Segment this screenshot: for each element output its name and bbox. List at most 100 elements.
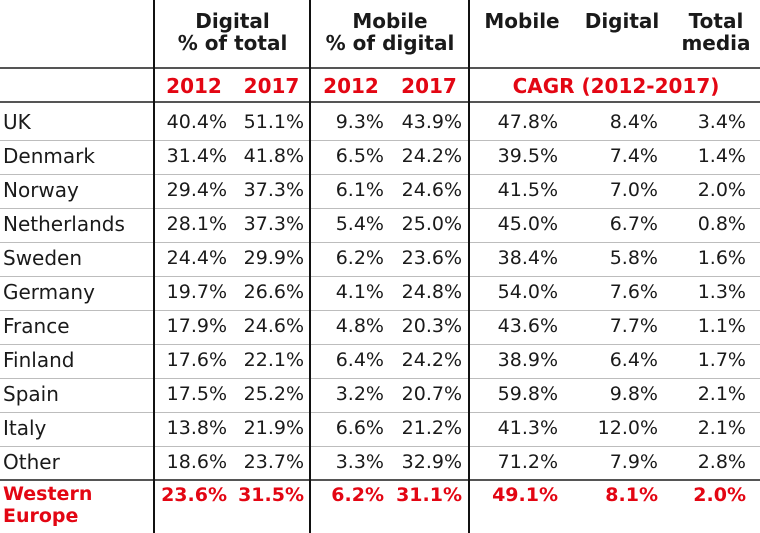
header-digital-pct-total: Digital % of total <box>155 10 310 54</box>
subheader-2012-mobile: 2012 <box>323 74 379 98</box>
table-cell: 4.8% <box>335 315 384 337</box>
table-cell: 21.2% <box>401 417 462 439</box>
table-cell: 24.6% <box>243 315 304 337</box>
table-cell: 31.4% <box>166 145 227 167</box>
table-cell: 24.4% <box>166 247 227 269</box>
header-cagr-total-media: Total media <box>672 10 760 54</box>
header-mobile-pct-digital: Mobile % of digital <box>312 10 468 54</box>
table-cell: 2.0% <box>697 179 746 201</box>
table-cell: 37.3% <box>243 179 304 201</box>
table-cell: 47.8% <box>497 111 558 133</box>
row-divider <box>0 242 760 243</box>
header-cagr-mobile: Mobile <box>472 10 572 32</box>
table-cell: 2.1% <box>697 383 746 405</box>
table-cell: 41.3% <box>497 417 558 439</box>
table-cell: 24.6% <box>401 179 462 201</box>
table-cell: 1.7% <box>697 349 746 371</box>
table-cell: 4.1% <box>335 281 384 303</box>
table-cell: 51.1% <box>243 111 304 133</box>
total-label-line2: Europe <box>3 505 79 527</box>
table-cell: 41.5% <box>497 179 558 201</box>
header-total-line1: Total <box>688 9 744 33</box>
table-cell: 19.7% <box>166 281 227 303</box>
table-cell: 71.2% <box>497 451 558 473</box>
subheader-2012-digital: 2012 <box>166 74 222 98</box>
row-label: Netherlands <box>3 212 125 236</box>
header-total-line2: media <box>681 31 751 55</box>
table-cell: 13.8% <box>166 417 227 439</box>
table-cell: 9.8% <box>609 383 658 405</box>
table-cell: 29.4% <box>166 179 227 201</box>
table-cell: 6.4% <box>335 349 384 371</box>
table-cell: 32.9% <box>401 451 462 473</box>
row-divider <box>0 276 760 277</box>
table-cell: 9.3% <box>335 111 384 133</box>
header-cagr-mobile-line1: Mobile <box>484 9 560 33</box>
row-label: UK <box>3 110 31 134</box>
row-label: Spain <box>3 382 59 406</box>
row-divider <box>0 140 760 141</box>
header-digital-line1: Digital <box>195 9 270 33</box>
row-divider <box>0 378 760 379</box>
table-cell: 17.6% <box>166 349 227 371</box>
table-cell: 3.2% <box>335 383 384 405</box>
row-divider <box>0 174 760 175</box>
table-cell: 8.4% <box>609 111 658 133</box>
table-cell: 41.8% <box>243 145 304 167</box>
row-label: Italy <box>3 416 47 440</box>
table-cell: 40.4% <box>166 111 227 133</box>
table-cell: 17.5% <box>166 383 227 405</box>
table-cell: 20.7% <box>401 383 462 405</box>
table-cell: 24.8% <box>401 281 462 303</box>
table-cell: 2.1% <box>697 417 746 439</box>
header-digital-line2: % of total <box>177 31 288 55</box>
table-cell: 24.2% <box>401 145 462 167</box>
table-cell: 23.7% <box>243 451 304 473</box>
table-cell: 54.0% <box>497 281 558 303</box>
table-cell: 18.6% <box>166 451 227 473</box>
row-label: Other <box>3 450 60 474</box>
table-cell: 59.8% <box>497 383 558 405</box>
table-cell: 6.5% <box>335 145 384 167</box>
table-cell: 28.1% <box>166 213 227 235</box>
table-cell: 7.0% <box>609 179 658 201</box>
table-cell: 1.4% <box>697 145 746 167</box>
table-cell: 7.4% <box>609 145 658 167</box>
row-label: Sweden <box>3 246 83 270</box>
table-cell: 45.0% <box>497 213 558 235</box>
table-cell: 3.4% <box>697 111 746 133</box>
table-cell: 12.0% <box>597 417 658 439</box>
subheader-2017-digital: 2017 <box>243 74 300 98</box>
table-cell: 1.6% <box>697 247 746 269</box>
table-cell: 38.9% <box>497 349 558 371</box>
table-cell: 25.0% <box>401 213 462 235</box>
subheader-2017-mobile: 2017 <box>401 74 457 98</box>
total-rule <box>0 479 760 481</box>
table-cell: 5.4% <box>335 213 384 235</box>
table-cell: 0.8% <box>697 213 746 235</box>
table-cell: 25.2% <box>243 383 304 405</box>
subheader-cagr: CAGR (2012-2017) <box>512 74 720 98</box>
table-cell: 38.4% <box>497 247 558 269</box>
table-cell: 43.9% <box>401 111 462 133</box>
table-cell: 37.3% <box>243 213 304 235</box>
table-cell: 24.2% <box>401 349 462 371</box>
total-cell: 6.2% <box>331 484 384 506</box>
table-cell: 6.7% <box>609 213 658 235</box>
table-cell: 26.6% <box>243 281 304 303</box>
table-cell: 6.6% <box>335 417 384 439</box>
total-cell: 23.6% <box>161 484 227 506</box>
row-divider <box>0 310 760 311</box>
row-divider <box>0 344 760 345</box>
total-cell: 31.5% <box>238 484 304 506</box>
header-mobile-line2: % of digital <box>325 31 455 55</box>
row-label: Denmark <box>3 144 95 168</box>
table-cell: 21.9% <box>243 417 304 439</box>
table-cell: 17.9% <box>166 315 227 337</box>
table-cell: 23.6% <box>401 247 462 269</box>
row-divider <box>0 446 760 447</box>
total-cell: 2.0% <box>693 484 746 506</box>
header-cagr-digital: Digital <box>572 10 672 32</box>
total-row-label: Western Europe <box>3 483 153 527</box>
